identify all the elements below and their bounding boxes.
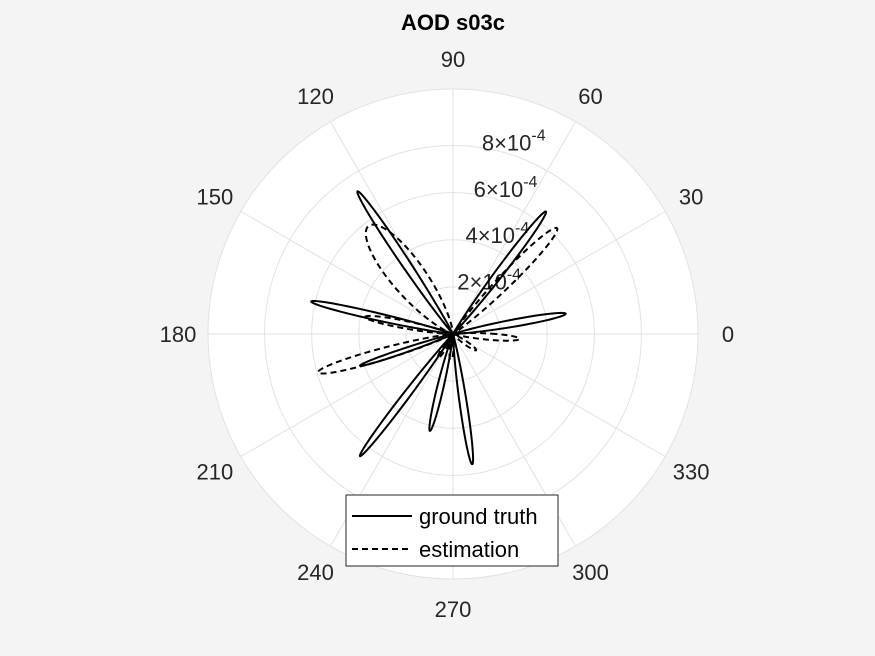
angle-tick-label: 0: [722, 322, 734, 347]
angle-tick-label: 30: [679, 185, 703, 210]
angle-tick-label: 90: [441, 47, 465, 72]
angle-tick-label: 300: [572, 560, 609, 585]
legend-box: [345, 494, 559, 567]
r-tick-times: ×10: [478, 223, 515, 248]
radial-tick-labels: 2×10-44×10-46×10-48×10-4: [457, 127, 545, 294]
legend: ground truth estimation: [345, 494, 559, 567]
r-tick-exponent: -4: [531, 127, 545, 144]
legend-label: estimation: [419, 537, 519, 562]
polar-outer-ring: [207, 88, 699, 580]
theta-grid-line: [452, 121, 576, 335]
angle-tick-label: 150: [196, 185, 233, 210]
theta-grid-line: [240, 333, 454, 457]
angle-tick-label: 180: [160, 322, 197, 347]
r-tick-mantissa: 2: [457, 270, 469, 295]
r-tick-exponent: -4: [515, 220, 529, 237]
r-tick-label: 4×10-4: [465, 220, 529, 248]
angle-tick-labels: 0 30 60 90 120 150 180 210 240 270 300 330: [160, 47, 734, 622]
theta-grid-line: [452, 211, 666, 335]
angle-tick-label: 330: [673, 460, 710, 485]
r-tick-mantissa: 6: [474, 177, 486, 202]
r-tick-mantissa: 4: [465, 223, 477, 248]
series-line-estimation: [316, 223, 559, 375]
theta-grid-line: [240, 211, 454, 335]
angle-tick-label: 270: [435, 597, 472, 622]
legend-label: ground truth: [419, 504, 538, 529]
theta-grid-line: [452, 333, 666, 457]
chart-title: AOD s03c: [401, 10, 505, 35]
r-tick-times: ×10: [486, 177, 523, 202]
r-tick-exponent: -4: [523, 174, 537, 191]
angle-tick-label: 240: [297, 560, 334, 585]
angle-tick-label: 60: [578, 84, 602, 109]
data-series: [310, 190, 567, 466]
angle-tick-label: 210: [196, 460, 233, 485]
r-tick-exponent: -4: [507, 267, 521, 284]
r-tick-label: 6×10-4: [474, 174, 538, 202]
r-tick-times: ×10: [494, 130, 531, 155]
r-tick-mantissa: 8: [482, 130, 494, 155]
r-tick-label: 8×10-4: [482, 127, 546, 155]
angle-tick-label: 120: [297, 84, 334, 109]
